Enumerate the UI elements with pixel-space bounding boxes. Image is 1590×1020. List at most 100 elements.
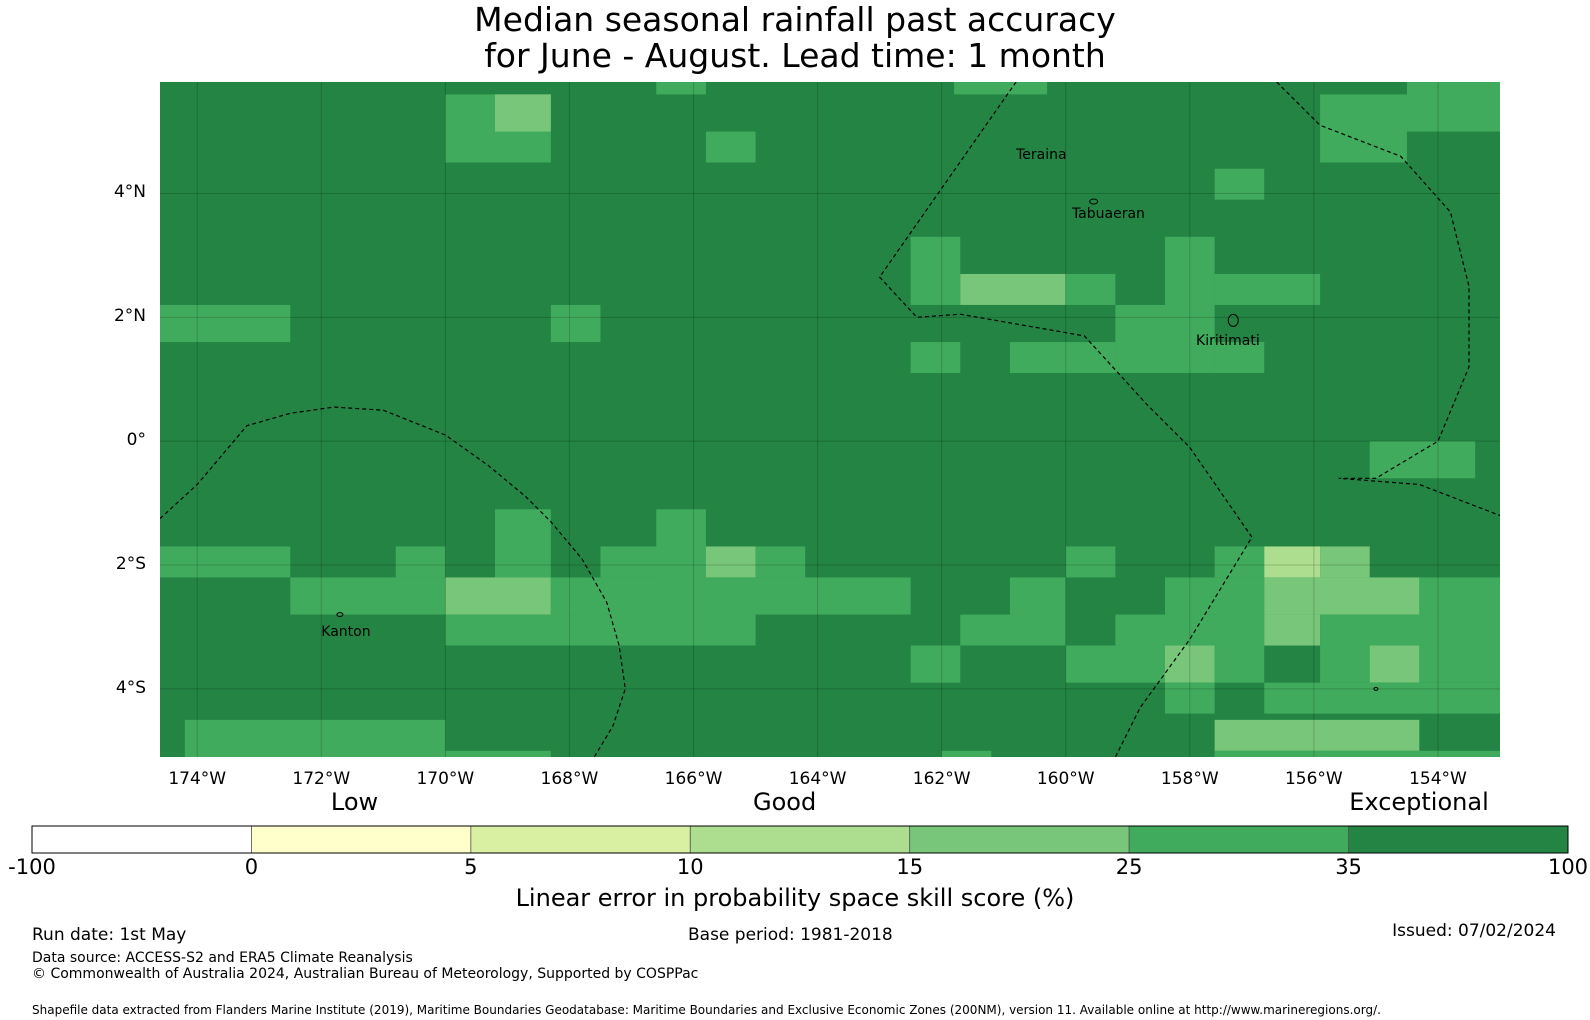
skill-cell	[1165, 682, 1215, 714]
skill-cell	[1165, 577, 1265, 615]
skill-cell	[1264, 614, 1321, 646]
lat-tick-label: 4°N	[113, 182, 146, 203]
map-background	[160, 82, 1500, 757]
skill-cell	[705, 546, 756, 578]
colorbar-segment	[251, 825, 472, 854]
copyright: © Commonwealth of Australia 2024, Austra…	[32, 966, 699, 982]
skill-cell	[1406, 82, 1500, 132]
lat-tick-label: 4°S	[115, 677, 146, 698]
lon-tick-label: 166°W	[664, 769, 723, 789]
run-date: Run date: 1st May	[32, 925, 187, 945]
shapefile-credit: Shapefile data extracted from Flanders M…	[32, 1003, 1381, 1017]
skill-cell	[954, 82, 1048, 95]
skill-cell	[290, 577, 446, 615]
skill-cell	[1214, 273, 1321, 305]
lon-tick-label: 156°W	[1284, 769, 1343, 789]
skill-cell	[445, 614, 756, 646]
skill-cell	[184, 719, 446, 757]
colorbar-tick-label: 0	[244, 855, 259, 879]
skill-cell	[550, 577, 911, 615]
skill-cell	[910, 236, 961, 305]
skill-cell	[1009, 342, 1116, 374]
eez-boundary	[878, 82, 1253, 757]
lat-tick-label: 2°N	[113, 306, 146, 327]
skill-cell	[1369, 645, 1420, 683]
skill-cell	[1214, 645, 1265, 683]
eez-boundary	[1276, 82, 1500, 517]
lat-tick-label: 2°S	[115, 554, 146, 575]
lon-tick-label: 164°W	[788, 769, 847, 789]
data-source: Data source: ACCESS-S2 and ERA5 Climate …	[32, 950, 413, 966]
skill-cell	[1320, 614, 1500, 646]
skill-cell	[1214, 750, 1500, 757]
island-outline	[336, 612, 344, 618]
skill-cell	[910, 645, 961, 683]
skill-cell	[1165, 236, 1215, 374]
skill-cell	[1065, 546, 1116, 578]
island-outline	[1373, 686, 1379, 691]
colorbar-segment	[1348, 825, 1569, 854]
skill-cell	[1214, 719, 1420, 751]
skill-cell	[1264, 546, 1321, 578]
skill-cell	[1214, 342, 1265, 374]
skill-cell	[755, 546, 806, 578]
skill-cell	[495, 509, 551, 578]
map-title-line-1: Median seasonal rainfall past accuracy	[474, 0, 1116, 39]
colorbar-segment	[689, 825, 911, 854]
skill-cell	[1419, 577, 1500, 615]
skill-cell	[705, 131, 756, 163]
skill-cell	[1115, 614, 1265, 646]
lon-tick-label: 174°W	[168, 769, 227, 789]
colorbar-segment	[909, 825, 1130, 854]
island-outline	[1227, 313, 1239, 327]
colorbar-tick-label: -100	[8, 855, 56, 879]
skill-cell	[495, 94, 551, 132]
colorbar-tick-label: 100	[1547, 855, 1589, 879]
skill-cell	[1320, 645, 1370, 683]
skill-cell	[960, 273, 1066, 305]
skill-cell	[160, 304, 291, 343]
colorbar-tick-label: 5	[464, 855, 478, 879]
issued-date: Issued: 07/02/2024	[1392, 921, 1556, 941]
lon-tick-label: 162°W	[912, 769, 971, 789]
skill-cell	[1264, 577, 1420, 615]
skill-cell	[1065, 645, 1165, 683]
skill-cell	[1320, 546, 1370, 578]
lon-tick-label: 158°W	[1160, 769, 1219, 789]
colorbar-segment	[470, 825, 691, 854]
skill-cell	[1264, 682, 1500, 714]
skill-cell	[160, 546, 291, 578]
place-label-teraina: Teraina	[1016, 147, 1067, 164]
place-label-tabuaeran: Tabuaeran	[1071, 206, 1145, 223]
lon-tick-label: 160°W	[1036, 769, 1095, 789]
colorbar-tick-label: 35	[1335, 855, 1362, 879]
eez-boundary	[160, 406, 626, 757]
skill-cell	[960, 614, 1066, 646]
skill-cell	[1214, 168, 1265, 200]
skill-cell	[1214, 546, 1265, 578]
place-label-kanton: Kanton	[321, 624, 371, 641]
skill-cell	[1165, 645, 1215, 683]
category-label-exceptional: Exceptional	[1349, 788, 1489, 816]
lon-tick-label: 168°W	[540, 769, 599, 789]
colorbar-tick-label: 25	[1115, 855, 1143, 879]
skill-cell	[1065, 273, 1116, 305]
skill-cell	[656, 82, 706, 95]
skill-cell	[550, 304, 601, 343]
place-label-kiritimati: Kiritimati	[1196, 333, 1260, 350]
island-outline	[1089, 198, 1099, 205]
lon-tick-label: 154°W	[1409, 769, 1467, 789]
lat-tick-label: 0°	[126, 430, 146, 451]
colorbar-segment	[1128, 825, 1349, 854]
lon-tick-label: 170°W	[416, 769, 475, 789]
skill-cell	[395, 546, 446, 578]
skill-cell	[600, 546, 706, 578]
skill-cell	[1320, 94, 1407, 163]
skill-cell	[1009, 577, 1066, 615]
category-label-low: Low	[330, 788, 379, 816]
colorbar-tick-label: 15	[896, 855, 924, 879]
colorbar-tick-label: 10	[676, 855, 704, 879]
lon-tick-label: 172°W	[292, 769, 351, 789]
